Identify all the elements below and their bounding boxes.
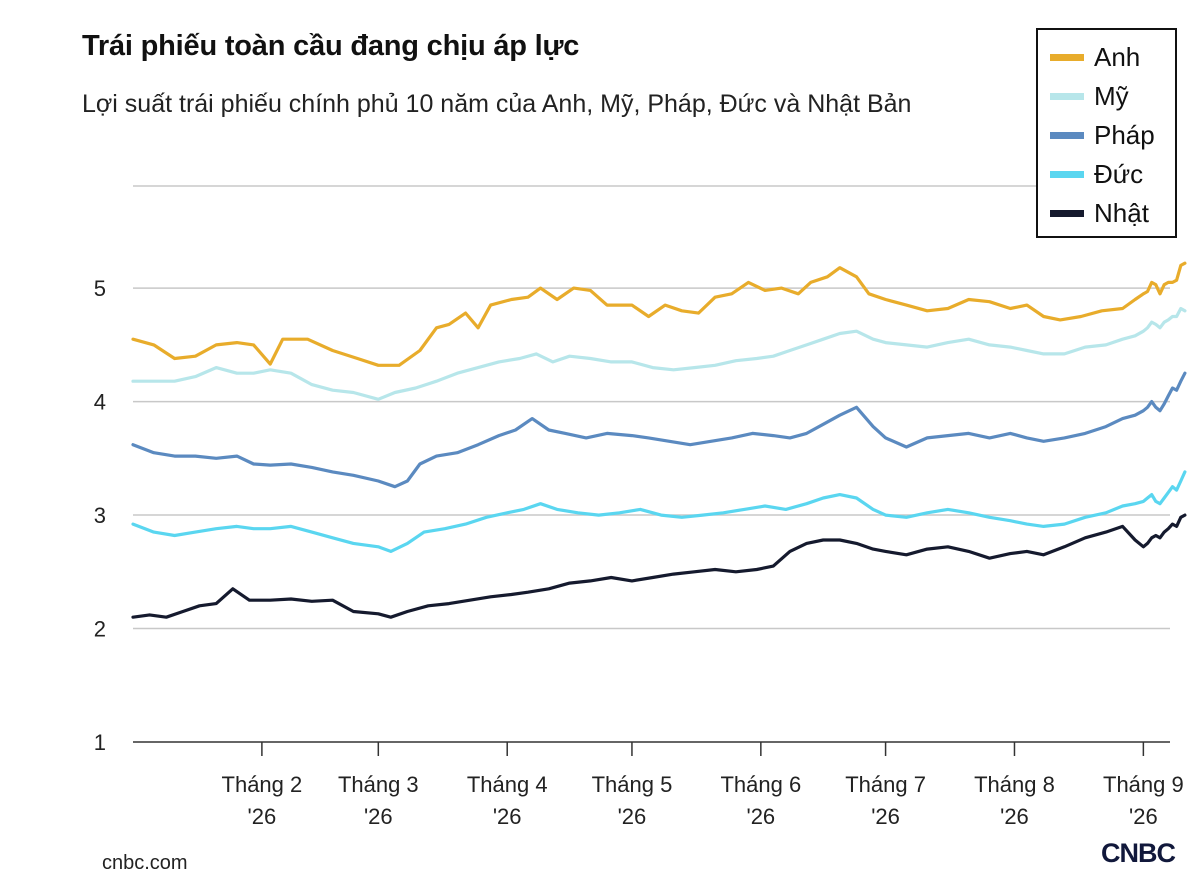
x-tick-label: Tháng 3: [338, 772, 419, 797]
legend-swatch: [1050, 132, 1084, 139]
y-tick-label: 4: [94, 390, 106, 415]
legend-item: Anh: [1038, 38, 1175, 77]
y-tick-label: 2: [94, 617, 106, 642]
legend-item: Pháp: [1038, 116, 1175, 155]
series-line-2: [131, 306, 1187, 401]
x-tick-label: Tháng 9: [1103, 772, 1184, 797]
legend-swatch: [1050, 171, 1084, 178]
legend-swatch: [1050, 210, 1084, 217]
cnbc-logo: CNBC: [1101, 838, 1176, 868]
legend-item: Nhật: [1038, 194, 1175, 233]
y-tick-label: 5: [94, 276, 106, 301]
chart-title: Trái phiếu toàn cầu đang chịu áp lực: [82, 30, 580, 62]
y-tick-label: 3: [94, 503, 106, 528]
x-tick-year-label: '26: [871, 804, 900, 829]
x-tick-label: Tháng 8: [974, 772, 1055, 797]
x-tick-label: Tháng 5: [592, 772, 673, 797]
legend-item: Mỹ: [1038, 77, 1175, 116]
x-tick-year-label: '26: [618, 804, 647, 829]
x-tick-label: Tháng 2: [222, 772, 303, 797]
legend-swatch: [1050, 54, 1084, 61]
legend-label: Đức: [1094, 159, 1144, 189]
x-tick-year-label: '26: [747, 804, 776, 829]
series-line-1: [131, 261, 1187, 367]
legend-label: Pháp: [1094, 120, 1155, 150]
x-tick-year-label: '26: [1000, 804, 1029, 829]
legend-label: Mỹ: [1094, 81, 1129, 111]
chart-legend: Anh Mỹ Pháp Đức Nhật: [1036, 28, 1177, 238]
x-tick-year-label: '26: [248, 804, 277, 829]
legend-swatch: [1050, 93, 1084, 100]
x-tick-label: Tháng 6: [720, 772, 801, 797]
y-tick-label: 1: [94, 730, 106, 755]
legend-label: Anh: [1094, 42, 1141, 72]
legend-label: Nhật: [1094, 198, 1149, 228]
x-tick-year-label: '26: [364, 804, 393, 829]
series-line-4: [131, 470, 1187, 553]
chart-subtitle: Lợi suất trái phiếu chính phủ 10 năm của…: [82, 90, 912, 118]
x-tick-label: Tháng 7: [845, 772, 926, 797]
series-line-5: [131, 513, 1187, 619]
x-tick-label: Tháng 4: [467, 772, 548, 797]
x-tick-year-label: '26: [1129, 804, 1158, 829]
source-label: cnbc.com: [102, 852, 188, 874]
x-tick-year-label: '26: [493, 804, 522, 829]
legend-item: Đức: [1038, 155, 1175, 194]
series-line-3: [131, 371, 1187, 489]
